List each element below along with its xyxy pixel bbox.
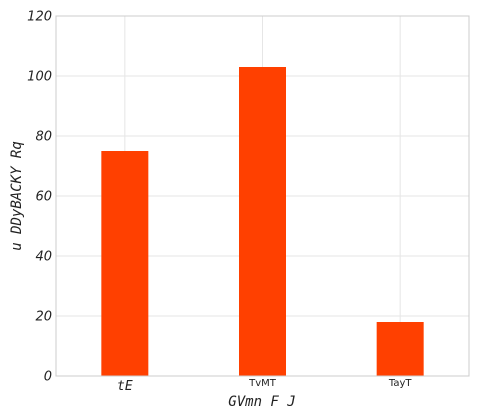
bar-tayt <box>377 322 424 376</box>
y-tick-label: 40 <box>35 250 52 265</box>
y-tick-label: 120 <box>27 10 52 25</box>
y-tick-label: 0 <box>44 370 52 385</box>
x-tick-label: tE <box>117 379 133 394</box>
x-tick-label: TayT <box>388 378 412 389</box>
bar-te <box>101 151 148 376</box>
y-tick-labels: 0 20 40 60 80 100 120 <box>27 10 52 385</box>
x-tick-labels: tE TvMT TayT <box>117 378 412 394</box>
bar-tvmt <box>239 67 286 376</box>
x-tick-label: TvMT <box>248 378 277 389</box>
bars <box>101 67 423 376</box>
y-tick-label: 100 <box>27 70 52 85</box>
y-tick-label: 60 <box>35 190 52 205</box>
x-axis-label: GVmn F J <box>228 394 295 410</box>
y-axis-label: u DDyBACKY Rq <box>9 141 25 251</box>
y-tick-label: 20 <box>35 310 52 325</box>
y-tick-label: 80 <box>35 130 52 145</box>
